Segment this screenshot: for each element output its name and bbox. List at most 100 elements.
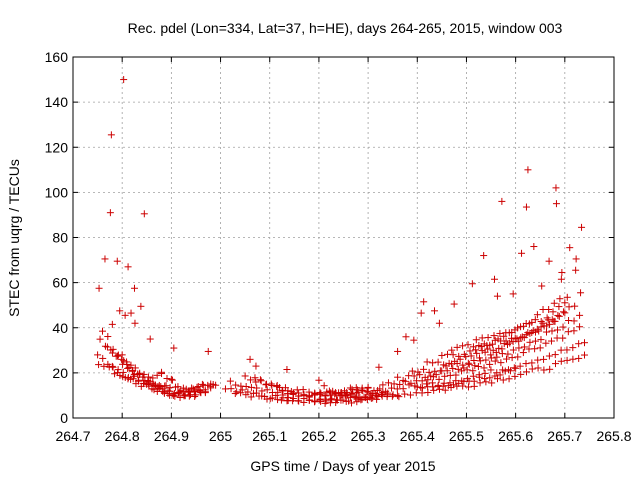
data-point (136, 369, 144, 377)
y-tick-label: 20 (52, 365, 68, 381)
data-point (119, 373, 127, 381)
data-point (578, 223, 586, 231)
data-point (449, 351, 457, 359)
data-point (473, 349, 481, 357)
data-point (569, 355, 577, 363)
data-point (341, 391, 349, 399)
data-point (540, 355, 548, 363)
data-point (354, 388, 362, 396)
data-point (352, 384, 360, 392)
data-point (201, 386, 209, 394)
data-point (113, 257, 121, 265)
data-point (551, 360, 559, 368)
data-point (405, 381, 413, 389)
data-point (131, 364, 139, 372)
data-point (506, 339, 514, 347)
data-point (478, 334, 486, 342)
data-point (518, 249, 526, 257)
data-point (94, 351, 102, 359)
data-point (563, 346, 571, 354)
data-point (430, 307, 438, 315)
data-point (522, 368, 530, 376)
data-point (432, 371, 440, 379)
data-point (163, 375, 171, 383)
data-point (512, 364, 520, 372)
data-point (459, 342, 467, 350)
y-tick-label: 80 (52, 230, 68, 246)
data-point (276, 384, 284, 392)
y-tick-label: 160 (45, 49, 69, 65)
data-point (551, 351, 559, 359)
data-point (107, 131, 115, 139)
data-point (469, 343, 477, 351)
data-point (99, 354, 107, 362)
data-point (190, 387, 198, 395)
data-point (256, 376, 264, 384)
data-point (242, 391, 250, 399)
data-point (257, 377, 265, 385)
data-point (488, 379, 496, 387)
data-point (491, 372, 499, 380)
data-point (252, 378, 260, 386)
data-point (450, 381, 458, 389)
data-point (106, 209, 114, 217)
chart-title: Rec. pdel (Lon=334, Lat=37, h=HE), days … (128, 20, 563, 36)
data-point (376, 385, 384, 393)
data-point (551, 317, 559, 325)
data-point (124, 263, 132, 271)
data-point (537, 318, 545, 326)
data-point (580, 339, 588, 347)
data-point (528, 365, 536, 373)
data-point (482, 356, 490, 364)
data-point (496, 329, 504, 337)
x-tick-label: 265.2 (301, 428, 336, 444)
data-point (491, 357, 499, 365)
x-tick-label: 265.8 (596, 428, 631, 444)
y-axis-label: STEC from uqrg / TECUs (6, 159, 22, 317)
data-point (377, 390, 385, 398)
data-point (531, 316, 539, 324)
data-point (552, 184, 560, 192)
x-tick-label: 265.6 (498, 428, 533, 444)
data-point (417, 309, 425, 317)
data-point (491, 336, 499, 344)
x-tick-label: 265.4 (400, 428, 435, 444)
data-point (572, 255, 580, 263)
data-point (542, 328, 550, 336)
data-point (146, 378, 154, 386)
data-point (267, 380, 275, 388)
data-point (449, 365, 457, 373)
data-point (450, 300, 458, 308)
data-point (445, 359, 453, 367)
x-tick-label: 264.7 (55, 428, 90, 444)
data-point (263, 386, 271, 394)
data-point (181, 392, 189, 400)
data-point (478, 347, 486, 355)
data-point (571, 302, 579, 310)
data-point (548, 327, 556, 335)
data-point (111, 370, 119, 378)
data-point (171, 392, 179, 400)
data-point (108, 320, 116, 328)
data-point (440, 379, 448, 387)
data-point (300, 390, 308, 398)
data-point (311, 390, 319, 398)
data-point (335, 389, 343, 397)
data-point (401, 390, 409, 398)
data-point (508, 354, 516, 362)
data-point (346, 384, 354, 392)
data-point (99, 327, 107, 335)
data-point (493, 353, 501, 361)
data-point (547, 337, 555, 345)
data-point (287, 387, 295, 395)
data-point (425, 368, 433, 376)
data-point (258, 392, 266, 400)
data-point (513, 335, 521, 343)
data-point (545, 257, 553, 265)
data-point (120, 357, 128, 365)
data-point (554, 311, 562, 319)
data-point (564, 328, 572, 336)
data-point (522, 203, 530, 211)
data-point (242, 383, 250, 391)
